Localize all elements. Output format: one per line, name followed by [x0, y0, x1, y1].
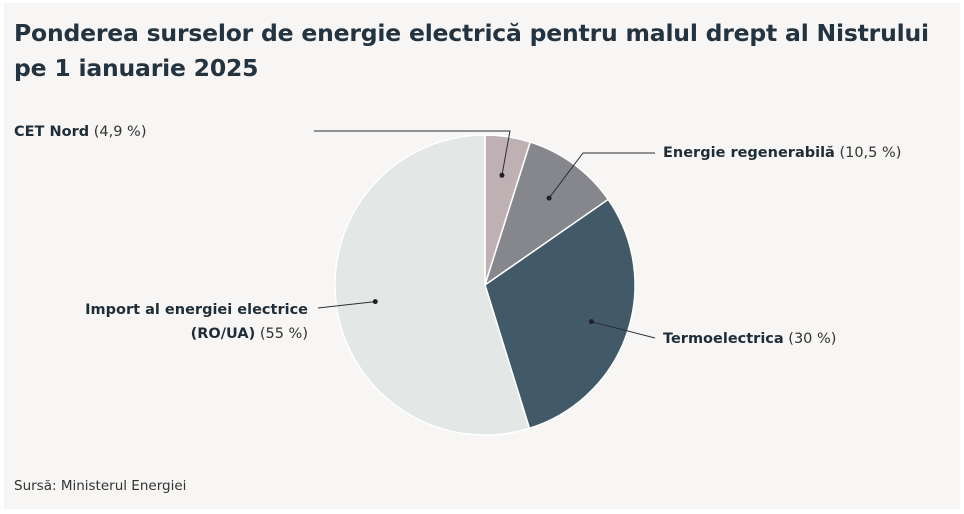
label-energie-regenerabila-name: Energie regenerabilă	[663, 145, 835, 161]
label-import-name-line-2: (RO/UA)	[190, 326, 256, 342]
leader-termoelectrica-dot	[588, 319, 594, 325]
leader-energie-regenerabila	[548, 152, 655, 199]
label-termoelectrica-pct: (30 %)	[788, 331, 837, 347]
label-cet-nord-name: CET Nord	[14, 124, 90, 140]
label-termoelectrica: Termoelectrica (30 %)	[663, 327, 836, 351]
leader-energie-regenerabila-dot	[546, 195, 552, 201]
leader-termoelectrica	[591, 321, 656, 339]
label-termoelectrica-name: Termoelectrica	[663, 331, 784, 347]
source-note: Sursă: Ministerul Energiei	[14, 478, 187, 494]
leader-import	[317, 301, 376, 309]
leader-cet-nord-dot	[499, 172, 505, 178]
slice-termoelectrica	[484, 198, 636, 430]
label-cet-nord-pct: (4,9 %)	[93, 124, 147, 140]
label-import: Import al energiei electrice (RO/UA) (55…	[85, 298, 308, 346]
chart-title-line-1: Ponderea surselor de energie electrică p…	[14, 19, 929, 47]
label-import-pct: (55 %)	[259, 326, 308, 342]
leader-import-dot	[372, 299, 378, 305]
chart-title: Ponderea surselor de energie electrică p…	[14, 16, 934, 86]
label-import-name-line-1: Import al energiei electrice	[85, 302, 308, 318]
label-cet-nord: CET Nord (4,9 %)	[14, 120, 147, 144]
chart-title-line-2: pe 1 ianuarie 2025	[14, 54, 259, 82]
label-energie-regenerabila-pct: (10,5 %)	[839, 145, 902, 161]
leader-cet-nord	[314, 130, 511, 176]
slice-import	[334, 134, 531, 436]
label-energie-regenerabila: Energie regenerabilă (10,5 %)	[663, 141, 901, 165]
